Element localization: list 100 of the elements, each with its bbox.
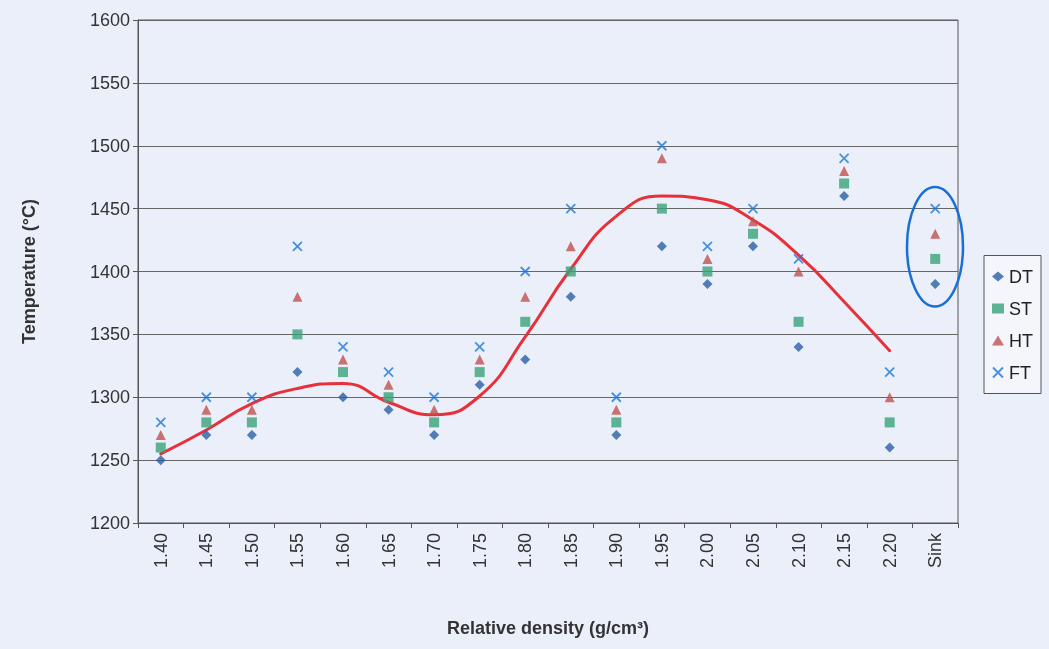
point (383, 379, 394, 390)
point (474, 354, 485, 365)
point (246, 404, 257, 415)
point (474, 379, 485, 390)
x-tick-label: 1.55 (287, 533, 308, 569)
point (793, 266, 804, 277)
point (930, 228, 941, 239)
point (748, 241, 758, 252)
y-tick-label: 1550 (89, 72, 130, 93)
point (748, 228, 758, 239)
point (429, 429, 440, 440)
y-tick-label: 1450 (89, 198, 130, 219)
legend-label: FT (1009, 362, 1032, 383)
point (292, 240, 303, 252)
legend-label: HT (1009, 330, 1034, 351)
y-tick-label: 1350 (89, 324, 130, 345)
point (839, 165, 850, 176)
point (201, 417, 212, 428)
point (611, 404, 622, 415)
x-tick-label: 2.10 (788, 533, 809, 569)
point (929, 203, 941, 215)
point (155, 417, 167, 428)
x-tick-label: 1.65 (378, 533, 399, 569)
point (155, 429, 166, 440)
point (520, 291, 531, 302)
point (292, 291, 303, 302)
point (702, 279, 713, 290)
point (656, 241, 667, 252)
point (429, 417, 440, 428)
point (565, 203, 577, 215)
point (656, 153, 667, 164)
x-tick-label: 1.95 (651, 533, 672, 569)
x-tick-label: 1.80 (515, 533, 536, 569)
x-tick-label: 1.50 (241, 533, 262, 569)
point (838, 152, 850, 164)
point (565, 241, 576, 252)
point (338, 367, 348, 378)
y-tick-label: 1500 (89, 135, 130, 156)
point (383, 392, 394, 403)
y-tick-label: 1600 (89, 10, 130, 30)
x-tick-label: 1.90 (606, 533, 627, 569)
point (246, 429, 257, 440)
x-tick-label: 1.70 (424, 533, 445, 569)
point (474, 341, 486, 353)
point (201, 429, 212, 440)
y-tick-label: 1250 (89, 450, 130, 471)
x-tick-label: 2.05 (743, 533, 763, 569)
point (748, 216, 758, 227)
point (520, 316, 531, 327)
x-tick-label: 1.75 (469, 533, 490, 569)
x-tick-label: 2.00 (697, 533, 718, 569)
x-axis-title: Relative density (g/cm³) (446, 618, 650, 638)
point (884, 366, 896, 378)
point (429, 404, 440, 415)
point (611, 417, 622, 428)
point (839, 191, 850, 202)
y-tick-label: 1400 (89, 261, 130, 282)
point (246, 417, 257, 428)
y-tick-label: 1200 (89, 513, 130, 533)
point (565, 266, 576, 277)
x-tick-label: 2.15 (834, 533, 855, 569)
point (383, 366, 394, 378)
point (292, 367, 303, 378)
point (519, 266, 531, 277)
point (884, 392, 895, 403)
point (565, 291, 576, 302)
point (428, 391, 440, 403)
point (201, 404, 212, 415)
point (383, 404, 394, 415)
point (338, 392, 348, 403)
point (747, 203, 759, 215)
point (246, 391, 258, 403)
point (702, 240, 713, 252)
point (520, 354, 531, 365)
point (155, 442, 166, 453)
point (656, 140, 668, 152)
x-tick-label: 1.85 (560, 533, 581, 569)
point (793, 341, 804, 352)
point (930, 253, 941, 264)
x-tick-label: 1.40 (150, 533, 171, 569)
point (155, 455, 166, 466)
x-tick-label: 2.20 (879, 533, 900, 569)
point (793, 316, 804, 327)
point (337, 341, 349, 353)
point (884, 417, 895, 428)
x-tick-label: 1.45 (196, 533, 217, 569)
point (702, 266, 713, 277)
point (474, 367, 485, 378)
point (611, 429, 622, 440)
x-tick-label: 1.60 (333, 533, 353, 569)
point (793, 253, 804, 265)
point (200, 391, 212, 403)
point (930, 279, 941, 290)
point (656, 203, 667, 214)
legend-label: DT (1009, 266, 1034, 287)
point (338, 354, 348, 365)
point (292, 329, 303, 340)
point (610, 391, 622, 403)
point (702, 253, 713, 264)
point (884, 442, 895, 453)
